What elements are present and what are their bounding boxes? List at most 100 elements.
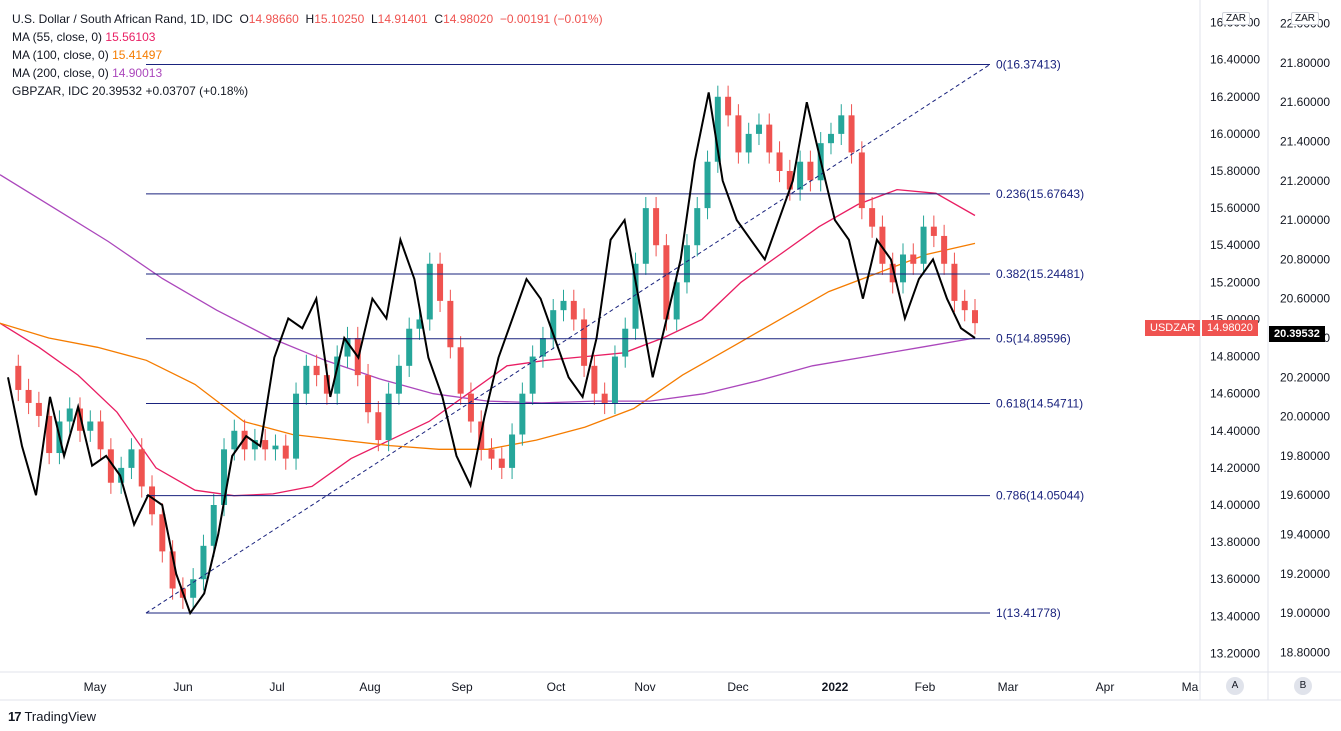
candle-body [755,124,762,134]
candle-body [663,245,670,320]
candle-body [632,263,639,329]
candle-body [920,226,927,264]
fib-level-label: 0.618(14.54711) [996,396,1083,410]
candle-body [539,338,546,357]
candle-body [107,449,114,483]
time-axis-tick-label: Apr [1096,680,1115,694]
candle-body [467,393,474,422]
candle-body [323,375,330,394]
candle-body [745,133,752,153]
candle-body [879,226,886,264]
legend-ma55[interactable]: MA (55, close, 0) 15.56103 [12,30,156,44]
right-axis-tick-label: 19.60000 [1280,488,1330,502]
ma200-line[interactable] [0,174,976,404]
candle-body [375,412,382,441]
candle-body [519,393,526,435]
time-axis-tick-label: Mar [998,680,1019,694]
candle-body [961,300,968,311]
candle-body [190,579,197,598]
candle-body [704,161,711,209]
right-axis-tick-label: 21.00000 [1280,213,1330,227]
legend-compare[interactable]: GBPZAR, IDC 20.39532 +0.03707 (+0.18%) [12,84,249,98]
candle-body [951,263,958,301]
candle-body [550,310,557,338]
candle-body [159,514,166,552]
candle-body [25,389,32,403]
candle-body [725,96,732,116]
candle-body [838,115,845,134]
tradingview-brand[interactable]: 17 TradingView [8,709,96,724]
left-axis-tick-label: 14.40000 [1210,424,1260,438]
candle-body [303,365,310,394]
left-axis-tick-label: 14.80000 [1210,350,1260,364]
left-axis-tick-label: 13.40000 [1210,609,1260,623]
right-axis-tick-label: 18.80000 [1280,645,1330,659]
right-axis-tick-label: 19.40000 [1280,527,1330,541]
time-axis-tick-label: Sep [451,680,473,694]
candle-body [293,393,300,459]
time-axis-tick-label: Ma [1182,680,1199,694]
right-axis-tick-label: 19.20000 [1280,567,1330,581]
fib-level-label: 0.236(15.67643) [996,187,1084,201]
legend-ma200[interactable]: MA (200, close, 0) 14.90013 [12,66,163,80]
candle-body [807,161,814,181]
right-scale-unit[interactable]: ZAR [1291,12,1319,25]
tradingview-logo-icon: 17 [8,709,22,724]
legend-main: U.S. Dollar / South African Rand, 1D, ID… [12,10,603,28]
time-axis-tick-label: Jun [173,680,192,694]
candle-body [416,319,423,329]
legend-symbol[interactable]: U.S. Dollar / South African Rand, 1D, ID… [12,12,233,26]
left-axis-tick-label: 16.20000 [1210,90,1260,104]
right-axis-tick-label: 20.80000 [1280,252,1330,266]
right-axis-tick-label: 21.60000 [1280,95,1330,109]
candle-body [766,124,773,153]
fib-level-label: 0(16.37413) [996,57,1061,71]
candle-body [930,226,937,236]
gbpzar-price-badge: 20.39532 [1269,326,1325,342]
left-axis-tick-label: 16.00000 [1210,127,1260,141]
candle-body [972,310,978,324]
left-axis-tick-label: 15.60000 [1210,201,1260,215]
candle-body [46,415,53,454]
candle-body [941,235,948,264]
candle-body [509,434,516,468]
candle-body [570,300,577,320]
ma55-line[interactable] [0,188,976,497]
candle-body [210,505,217,546]
candle-body [899,254,906,283]
candle-body [200,545,207,580]
legend-ma100[interactable]: MA (100, close, 0) 15.41497 [12,48,163,62]
scale-a-button[interactable]: A [1226,677,1244,695]
ma100-line[interactable] [0,242,976,450]
gbpzar-line [7,92,976,616]
time-axis-tick-label: May [84,680,107,694]
candle-body [282,445,289,459]
candle-body [447,300,454,348]
right-axis-tick-label: 21.80000 [1280,56,1330,70]
candle-body [776,152,783,171]
right-axis-tick-label: 19.80000 [1280,449,1330,463]
candle-body [601,393,608,403]
candle-body [910,254,917,264]
candle-body [611,356,618,403]
left-axis-tick-label: 14.00000 [1210,498,1260,512]
candle-body [653,208,660,246]
brand-name: TradingView [24,709,97,724]
candle-body [66,408,73,422]
fib-level-label: 0.382(15.24481) [996,267,1084,281]
time-axis-tick-label: Dec [727,680,748,694]
right-axis-tick-label: 20.20000 [1280,370,1330,384]
scale-b-button[interactable]: B [1294,677,1312,695]
candle-body [786,171,793,190]
right-axis-tick-label: 21.40000 [1280,135,1330,149]
candle-body [406,328,413,366]
time-axis-tick-label: Feb [915,680,936,694]
left-axis-tick-label: 13.80000 [1210,535,1260,549]
left-scale-unit[interactable]: ZAR [1222,12,1250,25]
candle-body [272,445,279,450]
time-axis-tick-label: Oct [547,680,566,694]
candle-body [858,152,865,209]
candle-body [457,347,464,394]
left-axis-tick-label: 13.20000 [1210,646,1260,660]
